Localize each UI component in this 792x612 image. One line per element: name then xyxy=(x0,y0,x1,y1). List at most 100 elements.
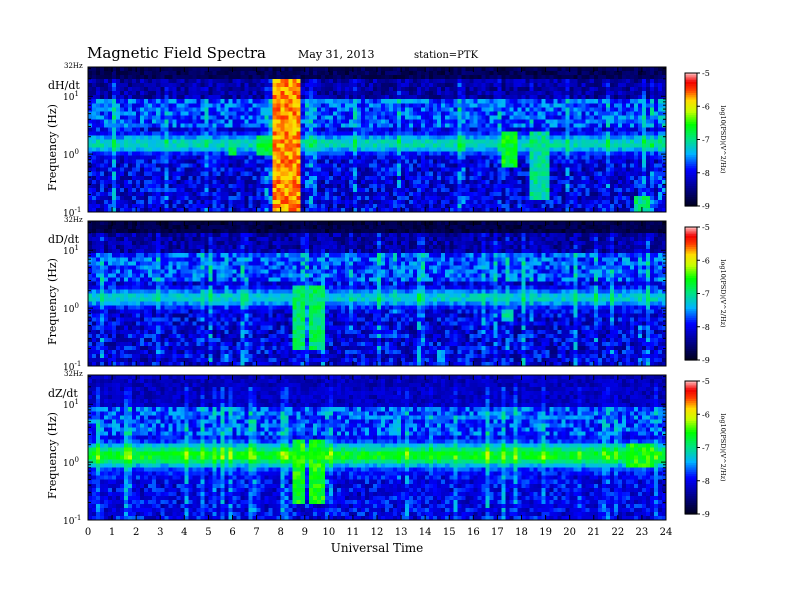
heatmap-cell xyxy=(280,79,286,84)
heatmap-cell xyxy=(196,111,201,116)
heatmap-cell xyxy=(344,131,350,137)
heatmap-cell xyxy=(88,131,93,137)
heatmap-cell xyxy=(529,179,535,185)
heatmap-cell xyxy=(260,71,266,76)
heatmap-cell xyxy=(633,151,639,157)
heatmap-cell xyxy=(184,107,189,112)
heatmap-cell xyxy=(208,111,214,116)
heatmap-cell xyxy=(304,135,310,141)
heatmap-cell xyxy=(409,103,414,108)
heatmap-cell xyxy=(597,171,603,177)
heatmap-cell xyxy=(192,195,197,201)
heatmap-cell xyxy=(537,207,543,213)
heatmap-cell xyxy=(569,111,575,116)
heatmap-cell xyxy=(429,67,434,72)
heatmap-cell xyxy=(577,195,583,201)
heatmap-cell xyxy=(617,143,623,149)
heatmap-cell xyxy=(352,135,358,141)
heatmap-cell xyxy=(473,67,478,72)
heatmap-cell xyxy=(324,91,330,96)
heatmap-cell xyxy=(581,95,587,100)
heatmap-cell xyxy=(585,67,591,72)
heatmap-cell xyxy=(316,143,322,149)
heatmap-cell xyxy=(449,103,454,108)
heatmap-cell xyxy=(409,151,414,157)
heatmap-cell xyxy=(473,163,478,169)
heatmap-cell xyxy=(429,191,434,197)
heatmap-cell xyxy=(589,131,595,137)
heatmap-cell xyxy=(633,191,639,197)
heatmap-cell xyxy=(381,119,386,124)
heatmap-cell xyxy=(212,123,218,129)
heatmap-cell xyxy=(601,163,607,169)
heatmap-cell xyxy=(557,127,563,133)
heatmap-cell xyxy=(573,207,579,213)
heatmap-cell xyxy=(348,179,354,185)
heatmap-cell xyxy=(413,191,418,197)
heatmap-cell xyxy=(156,175,161,181)
heatmap-cell xyxy=(381,163,386,169)
heatmap-cell xyxy=(212,107,218,112)
heatmap-cell xyxy=(597,187,603,193)
heatmap-cell xyxy=(557,175,563,181)
heatmap-cell xyxy=(469,75,474,80)
heatmap-cell xyxy=(224,75,230,80)
heatmap-cell xyxy=(517,203,523,209)
heatmap-cell xyxy=(240,183,246,189)
heatmap-cell xyxy=(513,79,519,84)
heatmap-cell xyxy=(509,103,515,108)
heatmap-cell xyxy=(132,67,137,72)
heatmap-cell xyxy=(509,191,515,197)
heatmap-cell xyxy=(108,75,113,80)
heatmap-cell xyxy=(401,143,406,149)
heatmap-cell xyxy=(188,103,193,108)
heatmap-cell xyxy=(316,119,322,124)
heatmap-cell xyxy=(433,75,438,80)
heatmap-cell xyxy=(348,119,354,124)
heatmap-cell xyxy=(377,183,382,189)
heatmap-cell xyxy=(248,91,254,96)
heatmap-cell xyxy=(561,91,567,96)
heatmap-cell xyxy=(268,203,274,209)
heatmap-cell xyxy=(152,67,157,72)
heatmap-cell xyxy=(332,83,338,88)
heatmap-cell xyxy=(172,95,177,100)
heatmap-cell xyxy=(212,187,218,193)
heatmap-cell xyxy=(100,119,105,124)
heatmap-cell xyxy=(505,183,511,189)
heatmap-cell xyxy=(128,155,133,161)
heatmap-cell xyxy=(88,183,93,189)
heatmap-cell xyxy=(489,175,494,181)
heatmap-cell xyxy=(457,155,462,161)
heatmap-cell xyxy=(88,195,93,201)
heatmap-cell xyxy=(216,159,222,165)
heatmap-cell xyxy=(296,87,302,92)
heatmap-cell xyxy=(413,67,418,72)
heatmap-cell xyxy=(625,171,631,177)
heatmap-cell xyxy=(465,103,470,108)
heatmap-cell xyxy=(433,83,438,88)
heatmap-cell xyxy=(389,99,394,104)
heatmap-cell xyxy=(385,135,390,141)
heatmap-cell xyxy=(228,207,234,213)
heatmap-cell xyxy=(569,187,575,193)
heatmap-cell xyxy=(377,195,382,201)
heatmap-cell xyxy=(453,203,458,209)
heatmap-cell xyxy=(104,151,109,157)
heatmap-cell xyxy=(356,119,362,124)
heatmap-cell xyxy=(473,183,478,189)
heatmap-cell xyxy=(124,91,129,96)
heatmap-cell xyxy=(589,183,595,189)
heatmap-cell xyxy=(453,83,458,88)
heatmap-cell xyxy=(240,195,246,201)
heatmap-cell xyxy=(136,87,141,92)
heatmap-cell xyxy=(144,175,149,181)
heatmap-cell xyxy=(160,115,165,120)
heatmap-cell xyxy=(284,131,290,137)
heatmap-cell xyxy=(100,179,105,185)
heatmap-cell xyxy=(477,199,482,205)
heatmap-cell xyxy=(348,115,354,120)
heatmap-cell xyxy=(160,179,165,185)
heatmap-cell xyxy=(485,195,490,201)
heatmap-cell xyxy=(417,183,422,189)
